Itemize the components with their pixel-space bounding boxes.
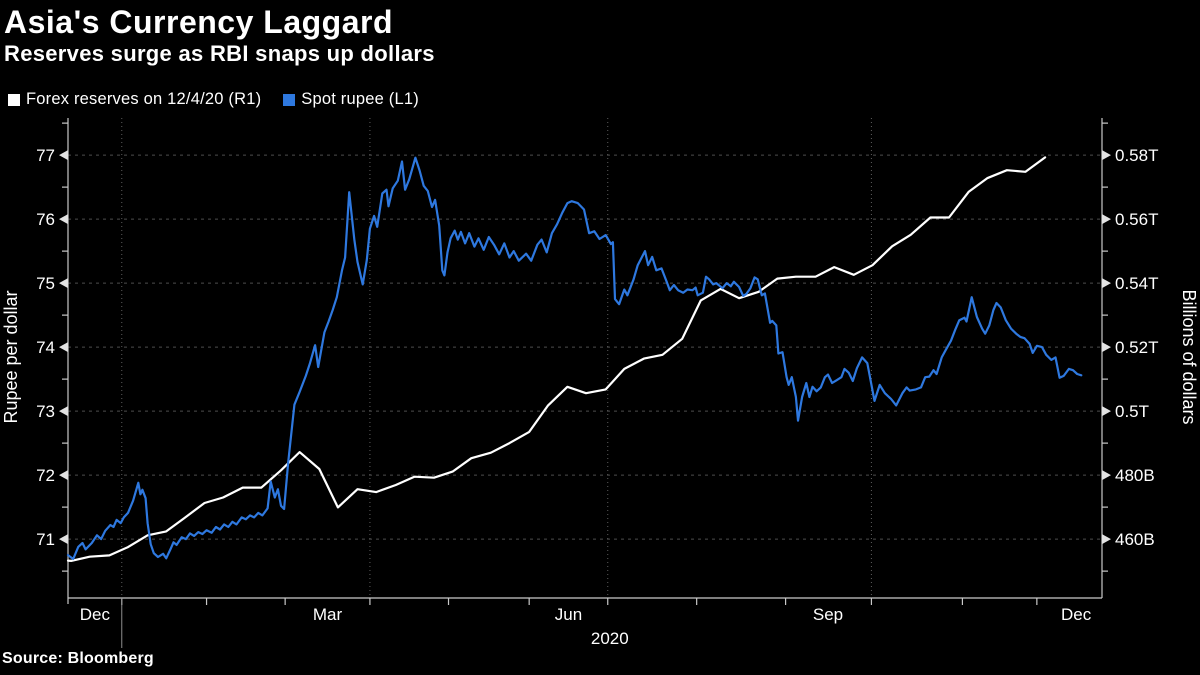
left-axis-title: Rupee per dollar bbox=[1, 290, 21, 423]
svg-text:75: 75 bbox=[36, 274, 55, 293]
svg-text:Mar: Mar bbox=[313, 605, 343, 624]
svg-text:0.5T: 0.5T bbox=[1115, 402, 1149, 421]
svg-text:0.52T: 0.52T bbox=[1115, 338, 1158, 357]
svg-text:77: 77 bbox=[36, 146, 55, 165]
legend: Forex reserves on 12/4/20 (R1) Spot rupe… bbox=[8, 90, 419, 109]
legend-item-label: Forex reserves on 12/4/20 (R1) bbox=[26, 90, 262, 108]
source-attribution: Source: Bloomberg bbox=[2, 650, 154, 667]
svg-text:0.58T: 0.58T bbox=[1115, 146, 1158, 165]
svg-text:Sep: Sep bbox=[813, 605, 843, 624]
legend-item-forex-reserves: Forex reserves on 12/4/20 (R1) bbox=[8, 90, 261, 109]
legend-item-spot-rupee: Spot rupee (L1) bbox=[283, 90, 419, 109]
svg-text:73: 73 bbox=[36, 402, 55, 421]
svg-text:72: 72 bbox=[36, 466, 55, 485]
svg-text:0.54T: 0.54T bbox=[1115, 274, 1158, 293]
svg-text:76: 76 bbox=[36, 210, 55, 229]
svg-text:460B: 460B bbox=[1115, 530, 1155, 549]
spot-rupee-swatch-icon bbox=[283, 93, 296, 106]
chart-title: Asia's Currency Laggard bbox=[4, 4, 394, 40]
svg-text:Dec: Dec bbox=[80, 605, 111, 624]
svg-text:0.56T: 0.56T bbox=[1115, 210, 1158, 229]
svg-text:Dec: Dec bbox=[1061, 605, 1092, 624]
svg-text:480B: 480B bbox=[1115, 466, 1155, 485]
chart-subtitle: Reserves surge as RBI snaps up dollars bbox=[4, 41, 435, 66]
svg-text:71: 71 bbox=[36, 530, 55, 549]
right-axis-title: Billions of dollars bbox=[1179, 289, 1199, 424]
svg-text:74: 74 bbox=[36, 338, 55, 357]
svg-text:2020: 2020 bbox=[591, 629, 629, 648]
legend-item-label: Spot rupee (L1) bbox=[301, 90, 419, 108]
svg-text:Jun: Jun bbox=[555, 605, 582, 624]
forex-reserves-swatch-icon bbox=[8, 93, 20, 106]
